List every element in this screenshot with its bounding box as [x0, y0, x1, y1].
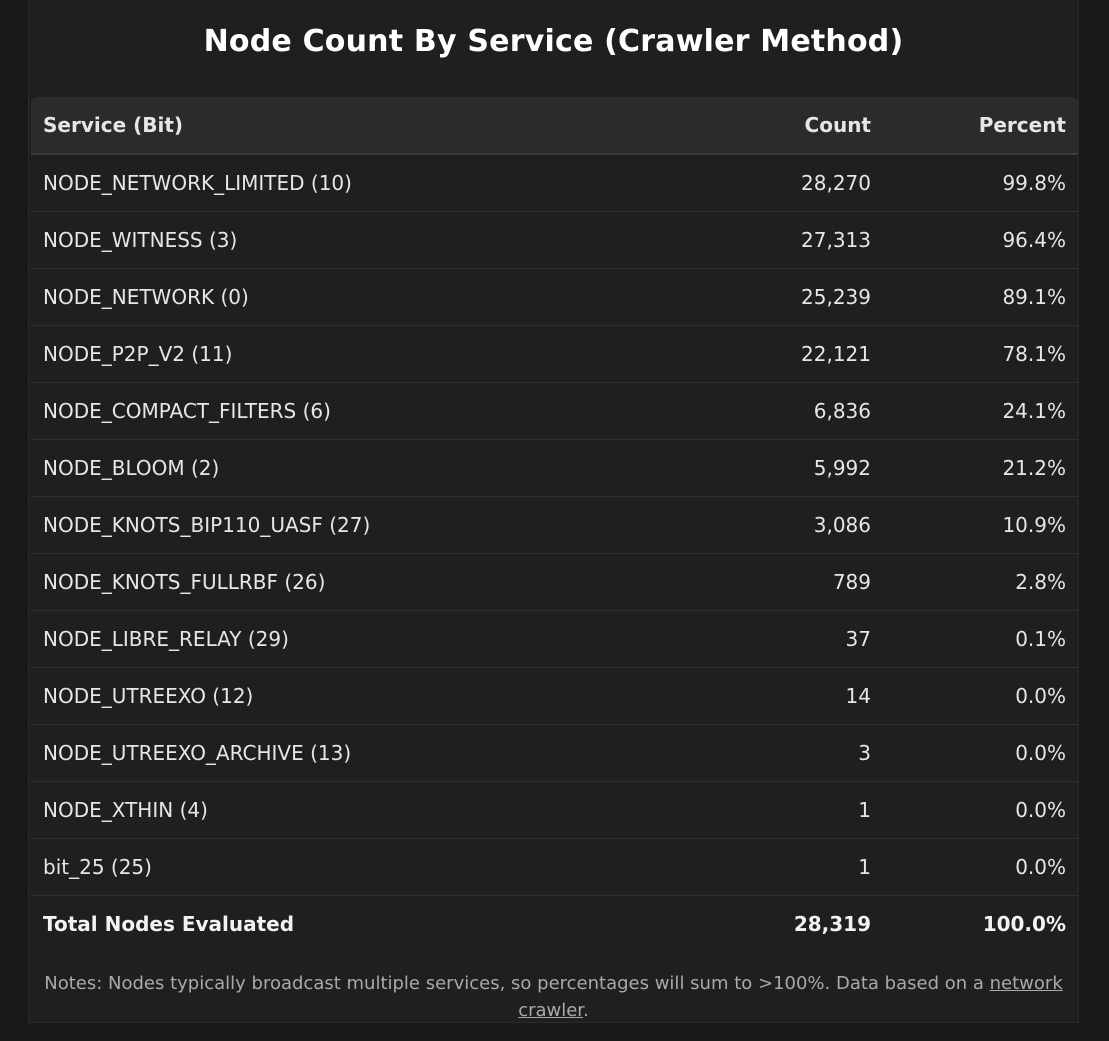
table-row: NODE_LIBRE_RELAY (29) 37 0.1% — [31, 611, 1078, 668]
cell-service: NODE_UTREEXO (12) — [43, 684, 254, 708]
page-title: Node Count By Service (Crawler Method) — [203, 24, 904, 59]
service-table: Service (Bit) Count Percent NODE_NETWORK… — [31, 97, 1078, 952]
table-row: NODE_P2P_V2 (11) 22,121 78.1% — [31, 326, 1078, 383]
cell-service: NODE_UTREEXO_ARCHIVE (13) — [43, 741, 352, 765]
cell-percent: 0.0% — [1015, 798, 1066, 822]
cell-percent: 0.1% — [1015, 627, 1066, 651]
cell-service: NODE_COMPACT_FILTERS (6) — [43, 399, 331, 423]
cell-service: NODE_WITNESS (3) — [43, 228, 238, 252]
total-count: 28,319 — [793, 912, 871, 936]
notes-suffix: . — [583, 1000, 589, 1021]
cell-percent: 78.1% — [1002, 342, 1066, 366]
total-label: Total Nodes Evaluated — [43, 912, 295, 936]
table-row: NODE_KNOTS_BIP110_UASF (27) 3,086 10.9% — [31, 497, 1078, 554]
cell-count: 25,239 — [801, 285, 871, 309]
stats-card: Node Count By Service (Crawler Method) S… — [28, 0, 1079, 1023]
cell-count: 3,086 — [813, 513, 871, 537]
cell-count: 5,992 — [813, 456, 871, 480]
cell-count: 14 — [845, 684, 871, 708]
table-row: NODE_WITNESS (3) 27,313 96.4% — [31, 212, 1078, 269]
table-row: NODE_KNOTS_FULLRBF (26) 789 2.8% — [31, 554, 1078, 611]
table-row: NODE_UTREEXO_ARCHIVE (13) 3 0.0% — [31, 725, 1078, 782]
cell-count: 3 — [858, 741, 871, 765]
cell-count: 27,313 — [801, 228, 871, 252]
cell-service: NODE_NETWORK (0) — [43, 285, 249, 309]
cell-count: 1 — [858, 798, 871, 822]
network-crawler-link[interactable]: network crawler — [518, 973, 1063, 1021]
cell-percent: 99.8% — [1002, 171, 1066, 195]
notes: Notes: Nodes typically broadcast multipl… — [29, 970, 1078, 1024]
cell-service: bit_25 (25) — [43, 855, 152, 879]
cell-percent: 0.0% — [1015, 741, 1066, 765]
table-row: NODE_XTHIN (4) 1 0.0% — [31, 782, 1078, 839]
cell-service: NODE_KNOTS_FULLRBF (26) — [43, 570, 326, 594]
table-row: NODE_UTREEXO (12) 14 0.0% — [31, 668, 1078, 725]
cell-percent: 96.4% — [1002, 228, 1066, 252]
header-count: Count — [804, 113, 871, 137]
total-percent: 100.0% — [982, 912, 1066, 936]
cell-count: 28,270 — [801, 171, 871, 195]
cell-service: NODE_XTHIN (4) — [43, 798, 208, 822]
cell-count: 1 — [858, 855, 871, 879]
cell-percent: 0.0% — [1015, 684, 1066, 708]
cell-service: NODE_KNOTS_BIP110_UASF (27) — [43, 513, 371, 537]
cell-percent: 2.8% — [1015, 570, 1066, 594]
cell-count: 22,121 — [801, 342, 871, 366]
table-row: NODE_NETWORK (0) 25,239 89.1% — [31, 269, 1078, 326]
table-row: NODE_COMPACT_FILTERS (6) 6,836 24.1% — [31, 383, 1078, 440]
cell-service: NODE_LIBRE_RELAY (29) — [43, 627, 289, 651]
cell-count: 37 — [845, 627, 871, 651]
total-row: Total Nodes Evaluated 28,319 100.0% — [31, 896, 1078, 952]
cell-percent: 10.9% — [1002, 513, 1066, 537]
header-percent: Percent — [978, 113, 1066, 137]
cell-percent: 24.1% — [1002, 399, 1066, 423]
table-row: NODE_BLOOM (2) 5,992 21.2% — [31, 440, 1078, 497]
table-row: bit_25 (25) 1 0.0% — [31, 839, 1078, 896]
header-service: Service (Bit) — [43, 113, 184, 137]
table-row: NODE_NETWORK_LIMITED (10) 28,270 99.8% — [31, 155, 1078, 212]
cell-service: NODE_NETWORK_LIMITED (10) — [43, 171, 352, 195]
cell-percent: 89.1% — [1002, 285, 1066, 309]
cell-percent: 21.2% — [1002, 456, 1066, 480]
cell-count: 6,836 — [813, 399, 871, 423]
notes-text: Notes: Nodes typically broadcast multipl… — [44, 973, 990, 994]
cell-count: 789 — [832, 570, 871, 594]
table-header: Service (Bit) Count Percent — [31, 97, 1078, 155]
cell-service: NODE_BLOOM (2) — [43, 456, 220, 480]
cell-service: NODE_P2P_V2 (11) — [43, 342, 233, 366]
cell-percent: 0.0% — [1015, 855, 1066, 879]
